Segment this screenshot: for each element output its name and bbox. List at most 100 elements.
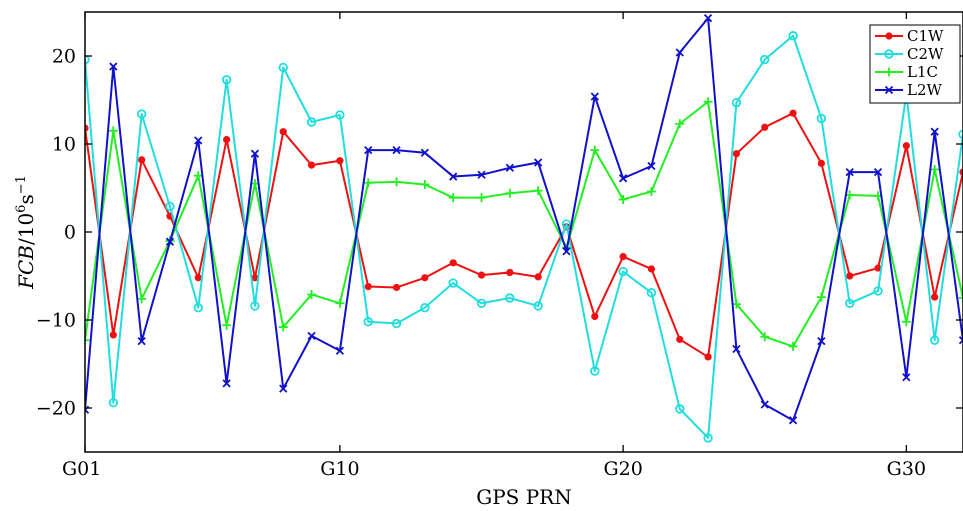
data-point-l1c-32 [958, 293, 963, 303]
data-point-c2w-17 [533, 301, 543, 311]
data-point-c2w-19 [590, 366, 600, 376]
legend-item-l1c: L1C [875, 63, 938, 81]
data-point-c1w-8 [279, 128, 287, 136]
data-point-c1w-1 [85, 124, 89, 132]
plot-frame [84, 11, 963, 453]
data-point-c2w-24 [731, 97, 742, 108]
data-point-c2w-11 [363, 317, 373, 327]
data-point-c2w-9 [306, 117, 317, 127]
data-point-l2w-32 [958, 336, 963, 345]
data-point-c1w-30 [902, 142, 910, 150]
data-point-l1c-31 [930, 165, 940, 175]
y-axis-label-main: FCB [14, 245, 38, 290]
data-point-l2w-5 [194, 136, 203, 145]
data-point-c2w-6 [221, 75, 232, 85]
data-point-l2w-17 [534, 158, 543, 167]
series-line-l1c [85, 100, 963, 348]
legend-marker-l2w [884, 85, 894, 95]
data-point-c1w-19 [591, 312, 599, 321]
data-point-c1w-15 [477, 271, 486, 279]
data-point-c1w-10 [336, 157, 344, 165]
data-point-c1w-32 [959, 168, 963, 176]
data-point-c1w-2 [109, 331, 117, 339]
data-point-l1c-19 [590, 145, 600, 155]
legend-label-l2w: L2W [907, 81, 943, 99]
ticks-layer: G01 G10 G20 G30 −20 −10 0 10 20 [36, 12, 963, 480]
data-point-c2w-32 [958, 129, 963, 140]
x-tick-label: G20 [603, 458, 642, 480]
data-point-c2w-25 [760, 54, 770, 65]
data-point-c2w-26 [788, 31, 798, 41]
series-l2w [85, 14, 963, 425]
data-point-l2w-15 [477, 170, 486, 179]
y-tick-label: −20 [36, 398, 76, 420]
data-point-c2w-15 [476, 298, 487, 308]
data-point-c1w-20 [619, 253, 627, 261]
y-tick-label: 20 [52, 46, 76, 68]
data-point-l2w-4 [165, 237, 175, 246]
legend-item-c1w: C1W [875, 27, 944, 45]
y-tick-label: −10 [36, 310, 76, 332]
data-point-l2w-30 [902, 373, 911, 382]
data-point-c1w-26 [789, 109, 797, 117]
x-axis-label: GPS PRN [476, 485, 572, 509]
x-tick-label: G30 [887, 458, 926, 480]
data-point-c2w-7 [250, 301, 260, 311]
data-point-l2w-20 [618, 174, 628, 183]
legend-item-c2w: C2W [875, 45, 944, 63]
data-point-l1c-12 [392, 177, 402, 187]
data-point-c1w-22 [676, 335, 684, 343]
data-point-c2w-23 [703, 433, 713, 443]
data-point-c2w-16 [505, 293, 515, 303]
y-axis-label-s: s [14, 194, 38, 204]
data-point-c2w-14 [448, 278, 458, 288]
data-point-c2w-4 [165, 201, 175, 212]
data-point-l1c-3 [137, 294, 147, 304]
y-axis-label: FCB/106s−1 [14, 175, 38, 290]
y-tick-label: 0 [64, 222, 76, 244]
data-point-c2w-29 [873, 286, 883, 296]
data-point-c1w-31 [931, 293, 939, 301]
data-point-l2w-11 [364, 146, 373, 155]
data-point-c1w-16 [506, 268, 514, 277]
data-point-l2w-16 [505, 163, 514, 172]
data-point-c2w-1 [85, 54, 90, 65]
data-point-l1c-1 [85, 335, 90, 345]
data-point-l1c-9 [307, 289, 317, 299]
data-point-l2w-8 [279, 384, 288, 393]
data-point-c1w-23 [704, 353, 712, 361]
series-c1w [85, 109, 963, 361]
data-point-c2w-20 [618, 266, 628, 277]
series-line-c1w [85, 112, 963, 358]
data-point-l1c-25 [760, 332, 770, 342]
data-point-c1w-9 [307, 161, 316, 169]
data-point-c1w-27 [817, 159, 825, 167]
data-point-l2w-18 [562, 247, 571, 256]
y-axis-label-exp2: −1 [14, 175, 29, 194]
legend-label-c2w: C2W [907, 45, 944, 63]
data-point-l2w-14 [449, 172, 458, 181]
data-point-c1w-5 [194, 274, 202, 282]
series-line-c2w [85, 34, 963, 439]
data-point-l1c-8 [278, 322, 288, 332]
series-layer [85, 14, 963, 443]
data-point-c1w-29 [874, 264, 882, 272]
data-point-c2w-10 [335, 110, 345, 120]
data-point-l1c-21 [646, 187, 656, 197]
data-point-c2w-18 [561, 219, 572, 229]
data-point-l1c-11 [363, 178, 373, 188]
data-point-c2w-27 [816, 113, 827, 124]
data-point-c1w-28 [846, 272, 854, 280]
data-point-c2w-8 [278, 62, 288, 73]
data-point-c2w-22 [675, 404, 685, 414]
data-point-l2w-13 [420, 148, 430, 157]
data-point-c1w-13 [421, 274, 429, 282]
data-point-l2w-12 [392, 146, 401, 155]
data-point-l2w-9 [307, 331, 316, 340]
series-line-l2w [85, 17, 963, 422]
legend-marker-c1w [885, 32, 893, 40]
data-point-l2w-28 [845, 168, 854, 177]
data-point-l2w-27 [817, 336, 826, 346]
